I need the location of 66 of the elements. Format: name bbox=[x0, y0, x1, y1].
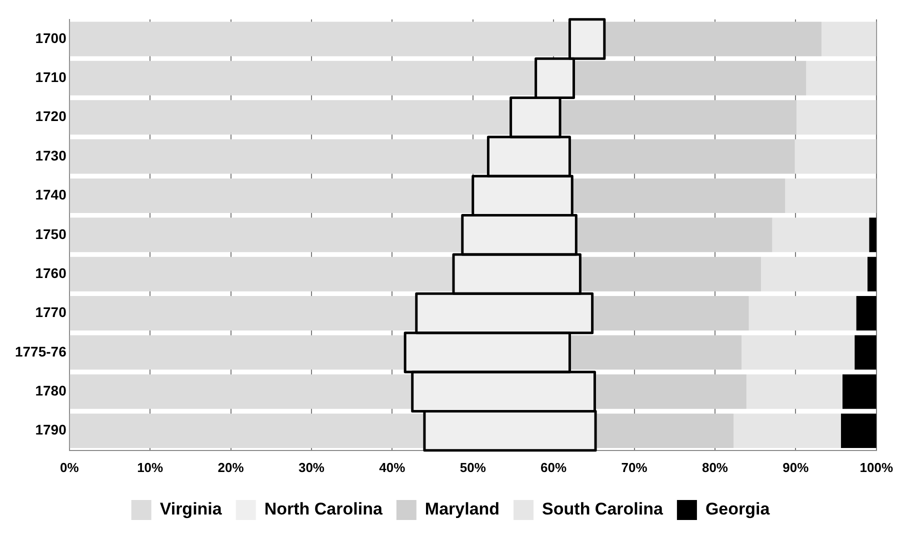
x-tick-label: 0% bbox=[60, 460, 80, 475]
bar bbox=[70, 256, 454, 292]
bar bbox=[734, 414, 841, 448]
y-tick-label: 1770 bbox=[35, 304, 67, 320]
bar bbox=[592, 296, 749, 331]
bar bbox=[70, 218, 462, 252]
x-tick-label: 50% bbox=[460, 460, 486, 475]
x-tick-label: 20% bbox=[218, 460, 244, 475]
x-tick-label: 70% bbox=[621, 460, 648, 475]
legend-label: Georgia bbox=[705, 500, 770, 519]
bar bbox=[806, 60, 876, 96]
bar bbox=[840, 414, 876, 448]
y-tick-label: 1750 bbox=[35, 226, 67, 242]
bar bbox=[70, 374, 412, 409]
bar bbox=[70, 100, 511, 135]
bar bbox=[70, 414, 424, 448]
bar bbox=[580, 256, 761, 292]
bar bbox=[794, 139, 876, 174]
bar bbox=[70, 139, 488, 174]
bar bbox=[746, 374, 842, 409]
bar bbox=[760, 256, 868, 292]
x-tick-label: 100% bbox=[860, 460, 894, 475]
y-tick-label: 1775-76 bbox=[14, 343, 67, 360]
x-tick-label: 40% bbox=[379, 460, 406, 475]
bar bbox=[560, 100, 796, 135]
y-tick-label: 1700 bbox=[35, 30, 67, 46]
y-tick-label: 1720 bbox=[35, 108, 67, 124]
bar bbox=[856, 296, 876, 331]
bar bbox=[742, 335, 855, 370]
bar bbox=[842, 374, 876, 409]
bar bbox=[822, 22, 876, 56]
bar bbox=[869, 218, 876, 252]
x-tick-label: 10% bbox=[137, 460, 164, 475]
bar bbox=[70, 335, 406, 370]
bar bbox=[868, 256, 876, 292]
x-tick-label: 30% bbox=[298, 460, 325, 475]
bar bbox=[570, 139, 795, 174]
y-tick-label: 1710 bbox=[35, 69, 67, 86]
bar bbox=[604, 22, 822, 56]
bar bbox=[70, 22, 570, 56]
x-tick-label: 90% bbox=[782, 460, 810, 475]
x-tick-label: 80% bbox=[702, 460, 728, 475]
legend-label: Virginia bbox=[160, 500, 222, 519]
bar bbox=[576, 218, 772, 252]
bar bbox=[70, 178, 473, 213]
bar bbox=[748, 296, 856, 331]
bar bbox=[70, 60, 536, 96]
bar bbox=[796, 100, 876, 135]
y-tick-label: 1740 bbox=[35, 186, 67, 203]
y-tick-label: 1790 bbox=[35, 422, 67, 438]
y-tick-label: 1730 bbox=[35, 147, 67, 164]
bar bbox=[785, 178, 876, 213]
bar bbox=[574, 60, 806, 96]
legend-label: North Carolina bbox=[264, 500, 383, 519]
bar bbox=[594, 374, 746, 409]
x-tick-label: 60% bbox=[540, 460, 568, 475]
legend-label: South Carolina bbox=[542, 500, 664, 519]
y-tick-label: 1780 bbox=[35, 382, 67, 398]
bar bbox=[596, 414, 734, 448]
legend-label: Maryland bbox=[424, 500, 500, 519]
bar bbox=[572, 178, 786, 213]
bar bbox=[570, 335, 742, 370]
bar bbox=[854, 335, 876, 370]
y-tick-label: 1760 bbox=[35, 264, 67, 281]
bar bbox=[772, 218, 870, 252]
bar bbox=[70, 296, 416, 331]
